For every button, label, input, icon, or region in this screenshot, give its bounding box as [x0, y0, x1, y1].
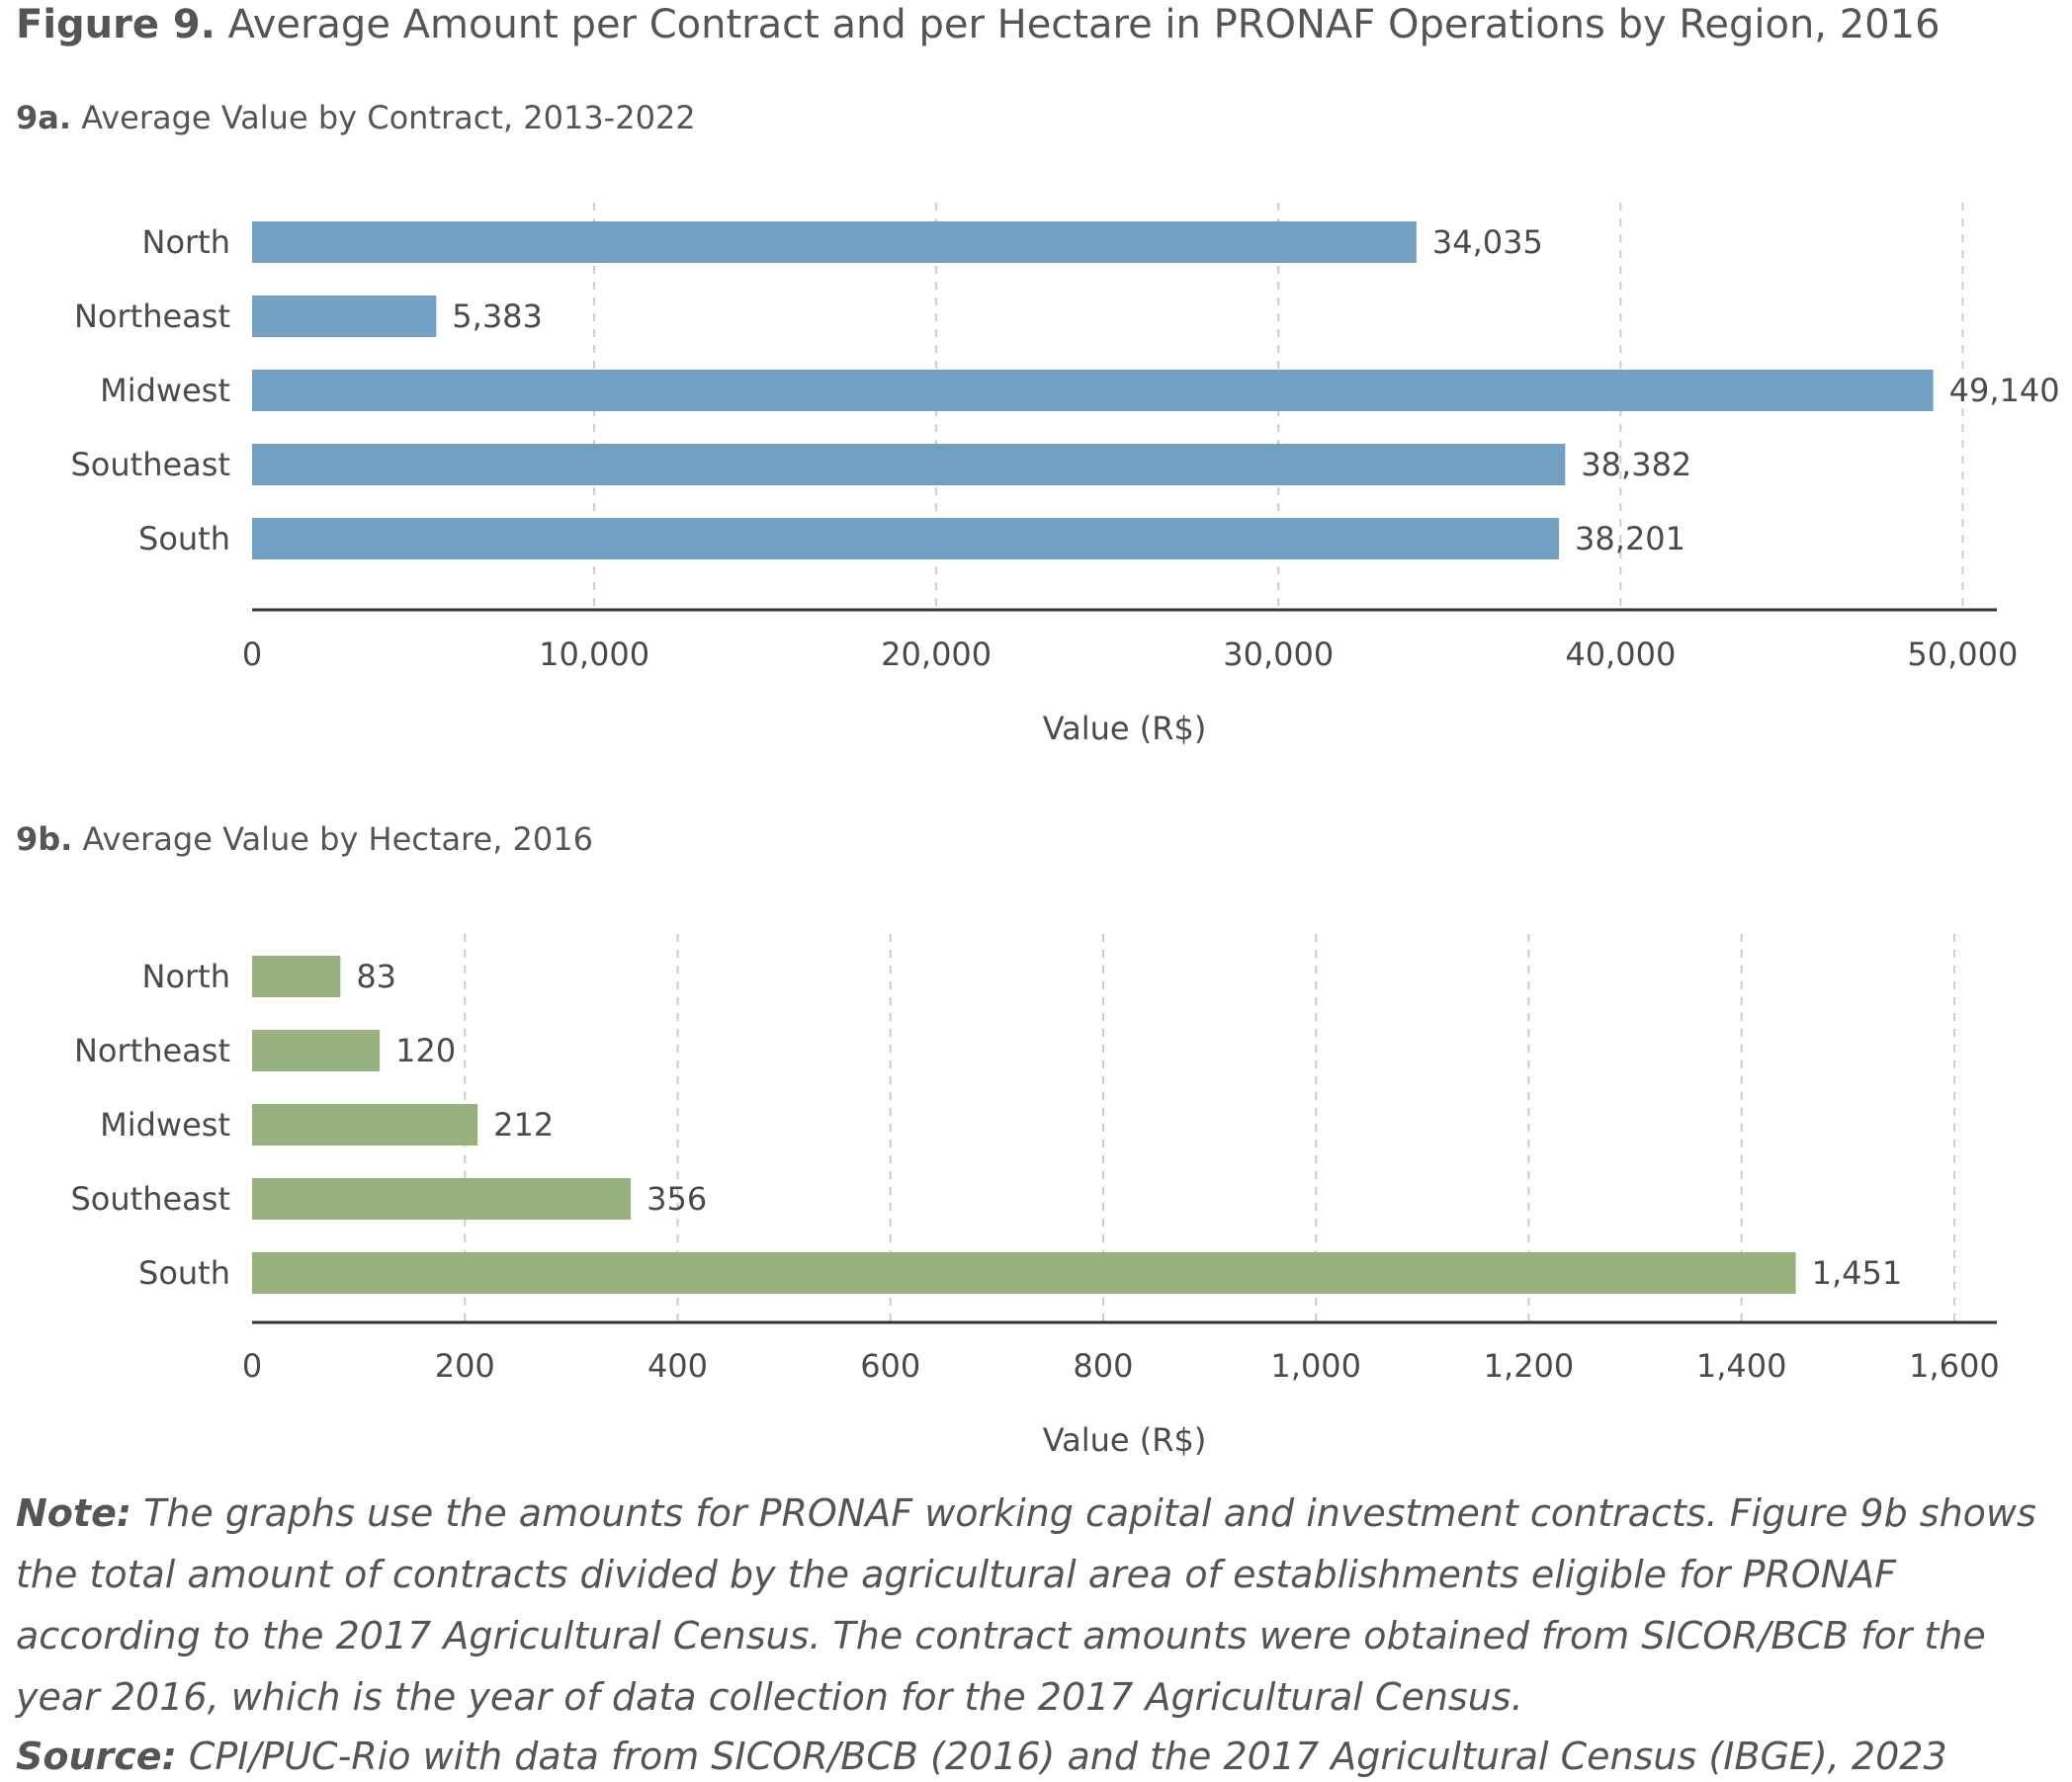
data-label: 83	[356, 958, 396, 995]
category-label: Midwest	[100, 372, 230, 409]
x-tick-label: 600	[860, 1347, 920, 1385]
x-tick-label: 40,000	[1565, 636, 1676, 673]
category-label: Southeast	[70, 446, 230, 483]
category-label: North	[142, 223, 231, 261]
panel-a-title-text: Average Value by Contract, 2013-2022	[81, 99, 696, 136]
x-tick-label: 0	[242, 636, 262, 673]
x-axis-title: Value (R$)	[1043, 710, 1207, 747]
panel-a-title: 9a. Average Value by Contract, 2013-2022	[16, 99, 696, 136]
category-label: South	[138, 1254, 230, 1292]
panel-b-title-text: Average Value by Hectare, 2016	[82, 820, 593, 858]
x-tick-label: 0	[242, 1347, 262, 1385]
x-tick-label: 1,000	[1270, 1347, 1361, 1385]
chart-average-value-by-hectare: North 83 Northeast 120 Midwest 212 Southeast 35…	[70, 934, 2000, 1459]
figure-title-text: Average Amount per Contract and per Hect…	[227, 2, 1941, 47]
panel-a-label: 9a.	[16, 99, 72, 136]
panel-b-title: 9b. Average Value by Hectare, 2016	[16, 820, 593, 858]
data-label: 38,201	[1575, 520, 1685, 557]
x-tick-label: 800	[1073, 1347, 1133, 1385]
x-tick-label: 400	[648, 1347, 708, 1385]
data-label: 356	[647, 1180, 707, 1218]
category-label: North	[142, 958, 231, 995]
bar-southeast	[252, 444, 1566, 485]
bar-midwest	[252, 370, 1934, 411]
bar-northeast	[252, 296, 437, 337]
data-label: 38,382	[1581, 446, 1691, 483]
figure-note: Note: The graphs use the amounts for PRO…	[16, 1483, 2062, 1728]
data-label: 212	[493, 1106, 554, 1144]
data-label: 5,383	[452, 297, 543, 335]
x-tick-label: 1,400	[1696, 1347, 1787, 1385]
bar-midwest	[252, 1104, 478, 1146]
figure-label: Figure 9.	[16, 2, 216, 47]
panel-b-label: 9b.	[16, 820, 73, 858]
data-label: 34,035	[1432, 223, 1543, 261]
data-label: 1,451	[1812, 1254, 1903, 1292]
chart-average-value-by-contract: North 34,035 Northeast 5,383 Midwest 49,140 So…	[70, 203, 2060, 747]
x-tick-label: 1,200	[1484, 1347, 1575, 1385]
bar-north	[252, 956, 341, 997]
x-axis-title: Value (R$)	[1043, 1421, 1207, 1459]
note-text: The graphs use the amounts for PRONAF wo…	[16, 1491, 2036, 1719]
note-label: Note:	[16, 1491, 132, 1535]
x-tick-label: 20,000	[881, 636, 992, 673]
bar-northeast	[252, 1030, 381, 1071]
figure-title: Figure 9. Average Amount per Contract an…	[16, 2, 1941, 47]
source-label: Source:	[16, 1735, 177, 1778]
figure-source: Source: CPI/PUC-Rio with data from SICOR…	[16, 1735, 1947, 1778]
category-label: Northeast	[74, 297, 230, 335]
category-label: Midwest	[100, 1106, 230, 1144]
bar-south	[252, 1252, 1796, 1294]
category-label: Southeast	[70, 1180, 230, 1218]
x-tick-label: 1,600	[1909, 1347, 2000, 1385]
bar-south	[252, 518, 1560, 559]
bar-north	[252, 221, 1417, 263]
data-label: 49,140	[1949, 372, 2060, 409]
x-tick-label: 200	[435, 1347, 495, 1385]
source-text: CPI/PUC-Rio with data from SICOR/BCB (20…	[188, 1735, 1947, 1778]
data-label: 120	[395, 1032, 456, 1069]
x-tick-label: 10,000	[539, 636, 649, 673]
category-label: South	[138, 520, 230, 557]
x-tick-label: 50,000	[1907, 636, 2018, 673]
x-tick-label: 30,000	[1223, 636, 1334, 673]
bar-southeast	[252, 1178, 632, 1220]
category-label: Northeast	[74, 1032, 230, 1069]
